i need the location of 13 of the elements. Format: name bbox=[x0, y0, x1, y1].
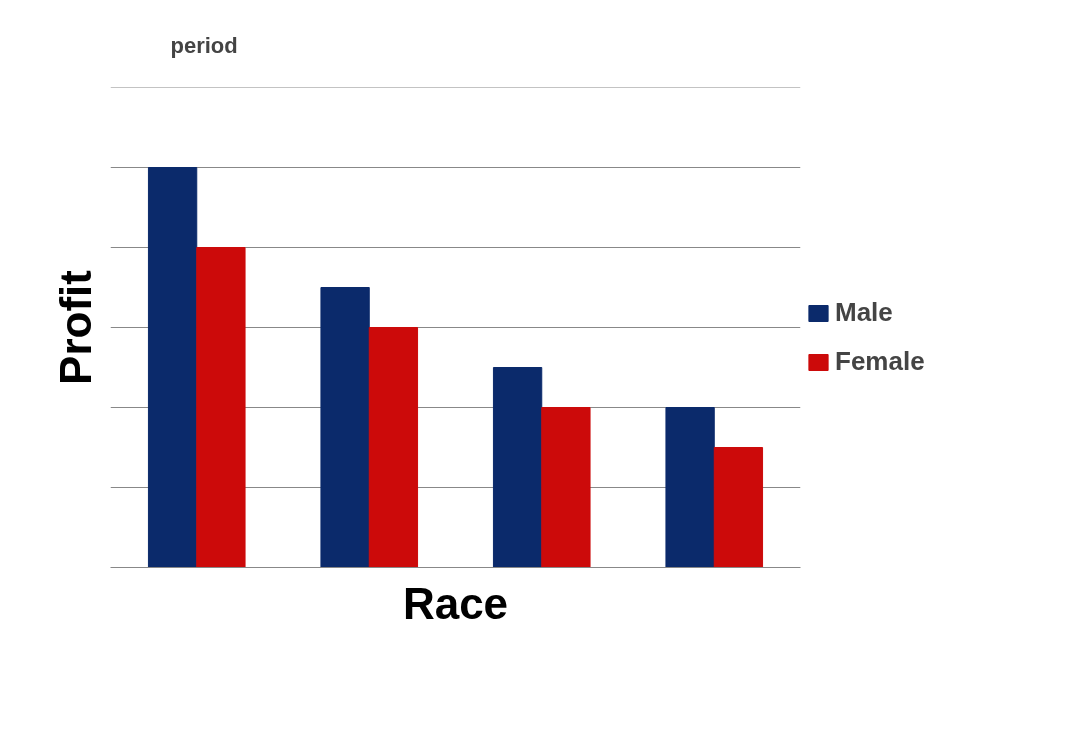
bar bbox=[147, 167, 198, 568]
y-axis-title: Profit bbox=[50, 269, 100, 385]
legend-label: Male bbox=[835, 297, 893, 328]
bar bbox=[713, 447, 764, 568]
bar bbox=[320, 287, 370, 568]
bar bbox=[541, 407, 591, 568]
bar bbox=[196, 247, 246, 568]
bar bbox=[492, 367, 543, 568]
legend-label: Female bbox=[835, 346, 925, 377]
text: period bbox=[170, 32, 238, 58]
bar bbox=[665, 407, 715, 568]
bar bbox=[368, 327, 419, 568]
x-axis-title: Race bbox=[402, 578, 509, 628]
